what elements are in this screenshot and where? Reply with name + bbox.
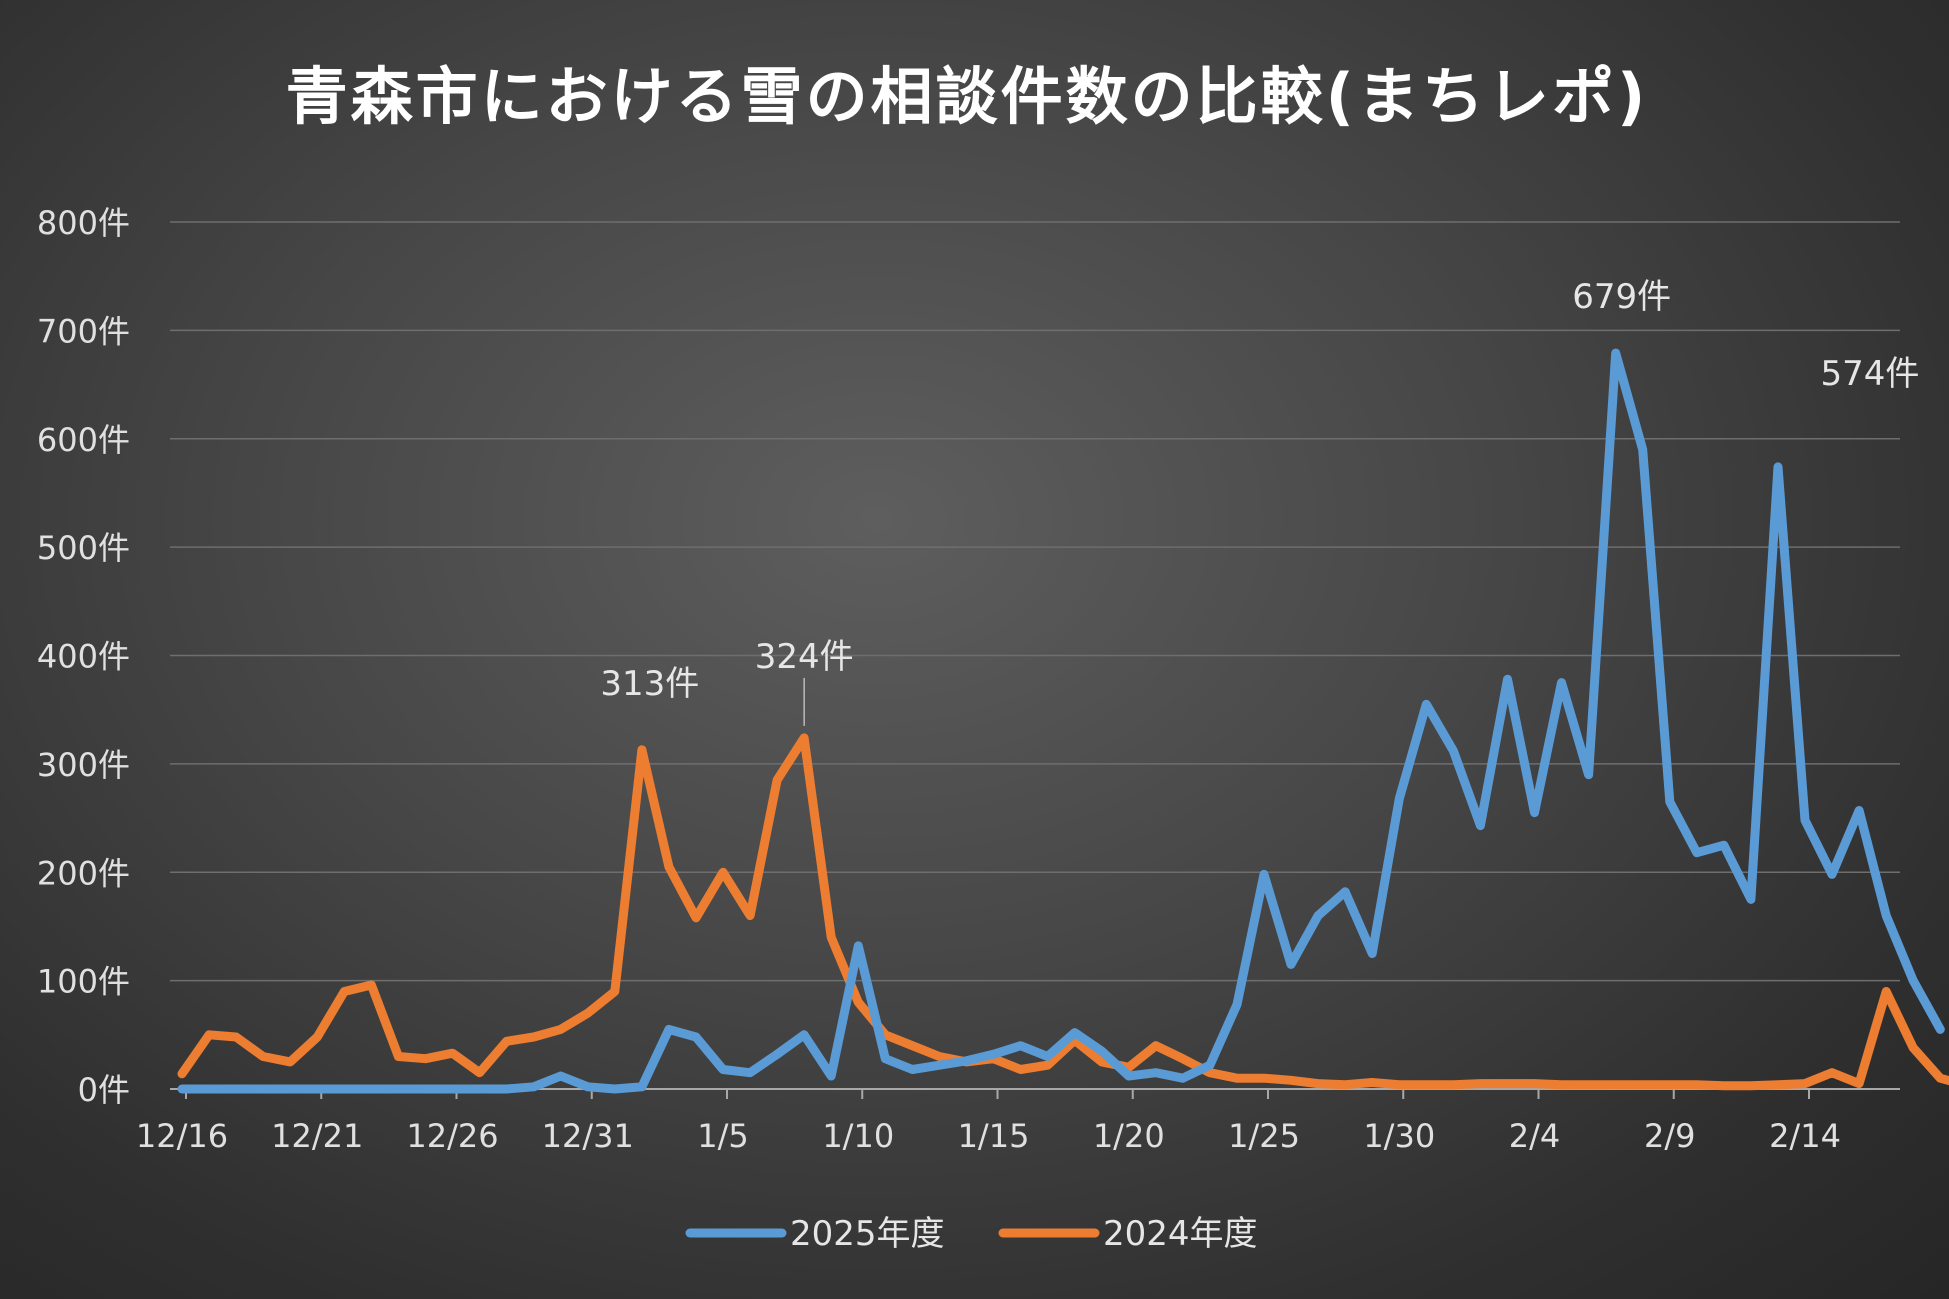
x-tick-label: 2/14 <box>1769 1117 1841 1155</box>
x-tick-label: 1/30 <box>1363 1117 1435 1155</box>
y-tick-label: 700件 <box>37 312 130 350</box>
data-label: 679件 <box>1572 277 1671 317</box>
x-tick-label: 1/25 <box>1228 1117 1300 1155</box>
x-tick-label: 12/21 <box>271 1117 363 1155</box>
y-tick-label: 200件 <box>37 854 130 892</box>
x-axis-ticks: 12/16 12/21 12/26 12/31 1/5 1/10 1/15 1/20 1/25 1… <box>136 1089 1841 1155</box>
y-tick-label: 800件 <box>37 204 130 242</box>
x-tick-label: 2/9 <box>1644 1117 1696 1155</box>
y-axis-ticks: 0件 100件 200件 300件 400件 500件 600件 700件 800件 <box>37 204 130 1109</box>
y-tick-label: 500件 <box>37 529 130 567</box>
x-tick-label: 1/10 <box>822 1117 894 1155</box>
x-tick-label: 1/5 <box>697 1117 749 1155</box>
series-line-0 <box>177 348 1945 1094</box>
data-label: 313件 <box>600 664 699 704</box>
x-tick-label: 12/26 <box>406 1117 498 1155</box>
chart-title: 青森市における雪の相談件数の比較(まちレポ) <box>286 60 1649 133</box>
y-tick-label: 300件 <box>37 746 130 784</box>
series-line-1 <box>177 733 1949 1091</box>
x-tick-label: 1/15 <box>958 1117 1030 1155</box>
x-tick-label: 12/16 <box>136 1117 228 1155</box>
annotations: 313件 324件 679件 574件 <box>600 277 1919 726</box>
y-tick-label: 400件 <box>37 638 130 676</box>
y-tick-label: 0件 <box>78 1071 130 1109</box>
legend-label-1: 2024年度 <box>1103 1214 1258 1254</box>
legend: 2025年度 2024年度 <box>685 1214 1258 1254</box>
y-tick-label: 600件 <box>37 421 130 459</box>
grid <box>170 221 1900 1090</box>
data-label: 324件 <box>755 637 854 677</box>
legend-label-0: 2025年度 <box>790 1214 945 1254</box>
x-tick-label: 1/20 <box>1093 1117 1165 1155</box>
x-tick-label: 12/31 <box>542 1117 634 1155</box>
data-label: 574件 <box>1820 354 1919 394</box>
series-layer <box>177 348 1949 1094</box>
x-tick-label: 2/4 <box>1509 1117 1561 1155</box>
y-tick-label: 100件 <box>37 963 130 1001</box>
